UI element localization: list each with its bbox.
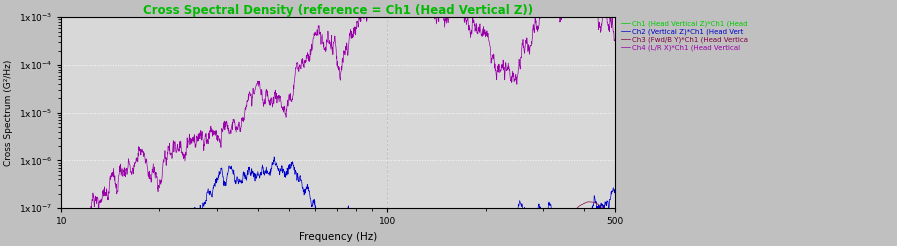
- Ch3 (Fwd/B Y)*Ch1 (Head Vertica: [310, 232, 321, 235]
- Title: Cross Spectral Density (reference = Ch1 (Head Vertical Z)): Cross Spectral Density (reference = Ch1 …: [144, 4, 534, 17]
- X-axis label: Frequency (Hz): Frequency (Hz): [300, 232, 378, 242]
- Ch3 (Fwd/B Y)*Ch1 (Head Vertica: [326, 225, 336, 228]
- Line: Ch4 (L/R X)*Ch1 (Head Vertical: Ch4 (L/R X)*Ch1 (Head Vertical: [61, 0, 615, 246]
- Ch2 (Vertical Z)*Ch1 (Head Vert: [492, 230, 503, 233]
- Ch2 (Vertical Z)*Ch1 (Head Vert: [326, 225, 336, 228]
- Ch2 (Vertical Z)*Ch1 (Head Vert: [311, 209, 322, 212]
- Ch1 (Head Vertical Z)*Ch1 (Head: [287, 236, 298, 239]
- Ch2 (Vertical Z)*Ch1 (Head Vert: [594, 205, 605, 208]
- Ch4 (L/R X)*Ch1 (Head Vertical: [595, 26, 605, 29]
- Line: Ch2 (Vertical Z)*Ch1 (Head Vert: Ch2 (Vertical Z)*Ch1 (Head Vert: [61, 157, 615, 246]
- Y-axis label: Cross Spectrum (G²/Hz): Cross Spectrum (G²/Hz): [4, 60, 13, 166]
- Ch4 (L/R X)*Ch1 (Head Vertical: [492, 67, 503, 70]
- Legend: Ch1 (Head Vertical Z)*Ch1 (Head, Ch2 (Vertical Z)*Ch1 (Head Vert, Ch3 (Fwd/B Y)*: Ch1 (Head Vertical Z)*Ch1 (Head, Ch2 (Ve…: [620, 19, 749, 53]
- Line: Ch1 (Head Vertical Z)*Ch1 (Head: Ch1 (Head Vertical Z)*Ch1 (Head: [61, 237, 615, 246]
- Ch4 (L/R X)*Ch1 (Head Vertical: [594, 21, 605, 24]
- Line: Ch3 (Fwd/B Y)*Ch1 (Head Vertica: Ch3 (Fwd/B Y)*Ch1 (Head Vertica: [61, 202, 615, 246]
- Ch2 (Vertical Z)*Ch1 (Head Vert: [269, 155, 280, 158]
- Ch3 (Fwd/B Y)*Ch1 (Head Vertica: [595, 204, 605, 207]
- Ch2 (Vertical Z)*Ch1 (Head Vert: [610, 189, 621, 192]
- Ch4 (L/R X)*Ch1 (Head Vertical: [326, 48, 336, 51]
- Ch4 (L/R X)*Ch1 (Head Vertical: [84, 210, 95, 213]
- Ch2 (Vertical Z)*Ch1 (Head Vert: [595, 207, 605, 210]
- Ch3 (Fwd/B Y)*Ch1 (Head Vertica: [594, 204, 605, 207]
- Ch3 (Fwd/B Y)*Ch1 (Head Vertica: [610, 229, 621, 232]
- Ch3 (Fwd/B Y)*Ch1 (Head Vertica: [583, 200, 594, 203]
- Ch4 (L/R X)*Ch1 (Head Vertical: [610, 37, 621, 40]
- Ch4 (L/R X)*Ch1 (Head Vertical: [311, 33, 322, 36]
